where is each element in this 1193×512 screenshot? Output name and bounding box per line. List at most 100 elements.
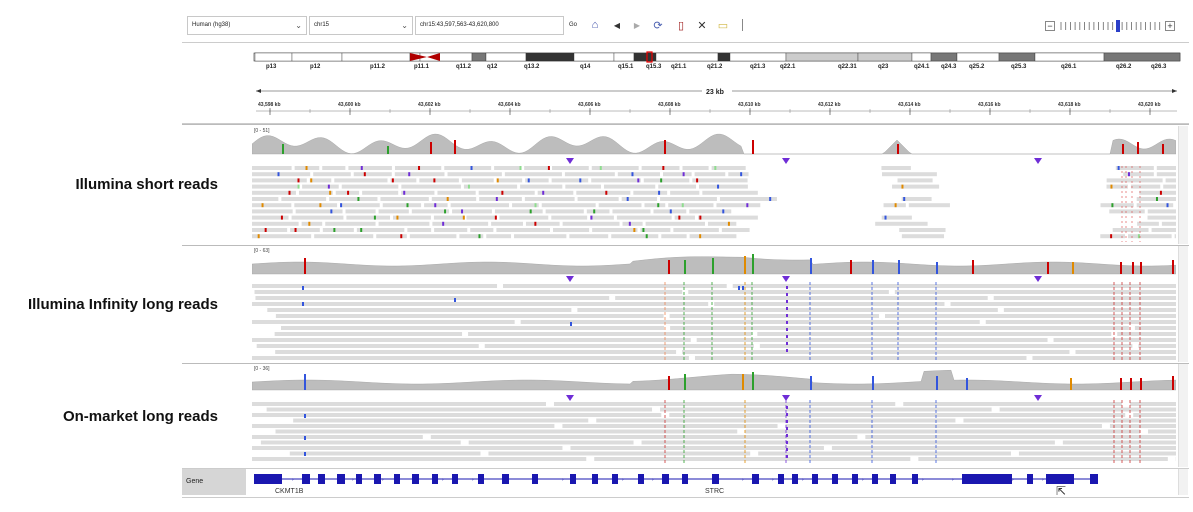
svg-text:›: › (322, 477, 324, 483)
svg-text:›: › (832, 477, 834, 483)
gene-features[interactable]: › › › › › › › › › › › › › › › › › › › › › › › › › › › › (252, 469, 1176, 497)
svg-text:›: › (742, 477, 744, 483)
go-button[interactable]: Go (569, 22, 578, 28)
svg-text:43,604 kb: 43,604 kb (498, 102, 521, 108)
svg-text:q21.1: q21.1 (671, 64, 687, 70)
svg-text:q26.2: q26.2 (1116, 64, 1132, 70)
divider (182, 363, 1189, 364)
svg-text:q23: q23 (878, 64, 889, 70)
chromosome-select[interactable]: chr15 ⌄ (309, 16, 413, 35)
svg-text:q26.1: q26.1 (1061, 64, 1077, 70)
svg-text:›: › (1042, 477, 1044, 483)
svg-text:›: › (352, 477, 354, 483)
svg-text:›: › (922, 477, 924, 483)
chevron-down-icon: ⌄ (295, 21, 302, 30)
toolbar: Human (hg38) ⌄ chr15 ⌄ chr15:43,597,563-… (0, 0, 1193, 42)
gene-name-strc: STRC (705, 488, 725, 495)
coverage-range: [0 - 63] (254, 248, 270, 254)
svg-text:43,598 kb: 43,598 kb (258, 102, 281, 108)
svg-text:›: › (502, 477, 504, 483)
zoom-out-button[interactable]: − (1045, 21, 1055, 31)
svg-text:›: › (682, 477, 684, 483)
svg-text:q25.2: q25.2 (969, 64, 985, 70)
svg-text:43,618 kb: 43,618 kb (1058, 102, 1081, 108)
svg-text:q11.2: q11.2 (456, 64, 472, 70)
svg-text:›: › (952, 477, 954, 483)
scrollbar[interactable] (1178, 364, 1188, 467)
back-icon[interactable]: ◀ (613, 20, 621, 30)
svg-text:p12: p12 (310, 64, 321, 70)
popup-icon[interactable]: ▭ (717, 19, 729, 32)
track-label-short: Illumina short reads (75, 176, 218, 193)
svg-text:›: › (442, 477, 444, 483)
alignment-panel-onmarket[interactable]: [0 - 36] (251, 364, 1177, 467)
genome-select[interactable]: Human (hg38) ⌄ (187, 16, 307, 35)
svg-text:›: › (1012, 477, 1014, 483)
svg-text:q26.3: q26.3 (1151, 64, 1167, 70)
svg-text:›: › (982, 477, 984, 483)
svg-text:›: › (592, 477, 594, 483)
svg-text:›: › (292, 477, 294, 483)
gene-track (182, 468, 1189, 498)
svg-text:q21.3: q21.3 (750, 64, 766, 70)
refresh-icon[interactable]: ⟳ (653, 19, 663, 32)
svg-text:43,612 kb: 43,612 kb (818, 102, 841, 108)
locus-input[interactable]: chr15:43,597,563-43,620,800 (415, 16, 564, 35)
svg-text:q22.1: q22.1 (780, 64, 796, 70)
svg-text:q15.3: q15.3 (646, 64, 662, 70)
svg-text:q24.1: q24.1 (914, 64, 930, 70)
coverage-range: [0 - 36] (254, 366, 270, 372)
chromosome-select-value: chr15 (314, 22, 330, 28)
track-label-onmarket: On-market long reads (62, 408, 218, 425)
home-icon[interactable]: ⌂ (591, 19, 599, 31)
svg-text:p11.2: p11.2 (370, 64, 386, 70)
svg-text:›: › (622, 477, 624, 483)
svg-text:43,602 kb: 43,602 kb (418, 102, 441, 108)
svg-text:q14: q14 (580, 64, 591, 70)
svg-text:23 kb: 23 kb (706, 89, 724, 96)
svg-text:43,608 kb: 43,608 kb (658, 102, 681, 108)
mouse-cursor-icon: ⇱ (1056, 484, 1067, 498)
svg-text:›: › (772, 477, 774, 483)
svg-text:›: › (712, 477, 714, 483)
scrollbar[interactable] (1178, 126, 1188, 244)
svg-text:q15.1: q15.1 (618, 64, 634, 70)
svg-text:43,616 kb: 43,616 kb (978, 102, 1001, 108)
fit-icon[interactable]: ✕ (697, 19, 707, 32)
svg-text:›: › (412, 477, 414, 483)
svg-text:q12: q12 (487, 64, 498, 70)
cytoband-ruler[interactable]: p13 p12 p11.2 p11.1 q11.2 q12 q13.2 q14 q15.1 q15… (182, 43, 1189, 123)
genome-select-value: Human (hg38) (192, 22, 231, 28)
header-panel: p13 p12 p11.2 p11.1 q11.2 q12 q13.2 q14 q15.1 q15… (182, 42, 1189, 124)
svg-text:p11.1: p11.1 (414, 64, 430, 70)
zoom-in-button[interactable]: + (1165, 21, 1175, 31)
scrollbar[interactable] (1178, 246, 1188, 362)
roi-icon[interactable]: ▯ (677, 19, 685, 32)
svg-text:›: › (862, 477, 864, 483)
divider (182, 124, 1189, 125)
scrollbar[interactable] (1178, 469, 1188, 495)
divider (182, 245, 1189, 246)
locus-input-value: chr15:43,597,563-43,620,800 (420, 22, 499, 28)
svg-text:›: › (892, 477, 894, 483)
svg-text:›: › (562, 477, 564, 483)
svg-text:›: › (472, 477, 474, 483)
zoom-slider[interactable] (1058, 19, 1163, 33)
svg-text:q22.31: q22.31 (838, 64, 857, 70)
svg-text:q25.3: q25.3 (1011, 64, 1027, 70)
svg-text:›: › (262, 477, 264, 483)
alignment-panel-infinity[interactable]: [0 - 63] (251, 246, 1177, 362)
svg-text:q24.3: q24.3 (941, 64, 957, 70)
forward-icon[interactable]: ▶ (633, 20, 641, 30)
track-label-infinity: Illumina Infinity long reads (27, 296, 218, 313)
gene-name-ckmt1b: CKMT1B (275, 488, 304, 495)
alignment-panel-short[interactable]: [0 - 51] (251, 126, 1193, 244)
svg-text:43,606 kb: 43,606 kb (578, 102, 601, 108)
svg-text:q13.2: q13.2 (524, 64, 540, 70)
gene-track-label: Gene (182, 469, 246, 495)
svg-text:q21.2: q21.2 (707, 64, 723, 70)
zoom-slider-thumb (1116, 20, 1120, 32)
svg-text:43,600 kb: 43,600 kb (338, 102, 361, 108)
chevron-down-icon: ⌄ (401, 21, 408, 30)
svg-text:›: › (382, 477, 384, 483)
